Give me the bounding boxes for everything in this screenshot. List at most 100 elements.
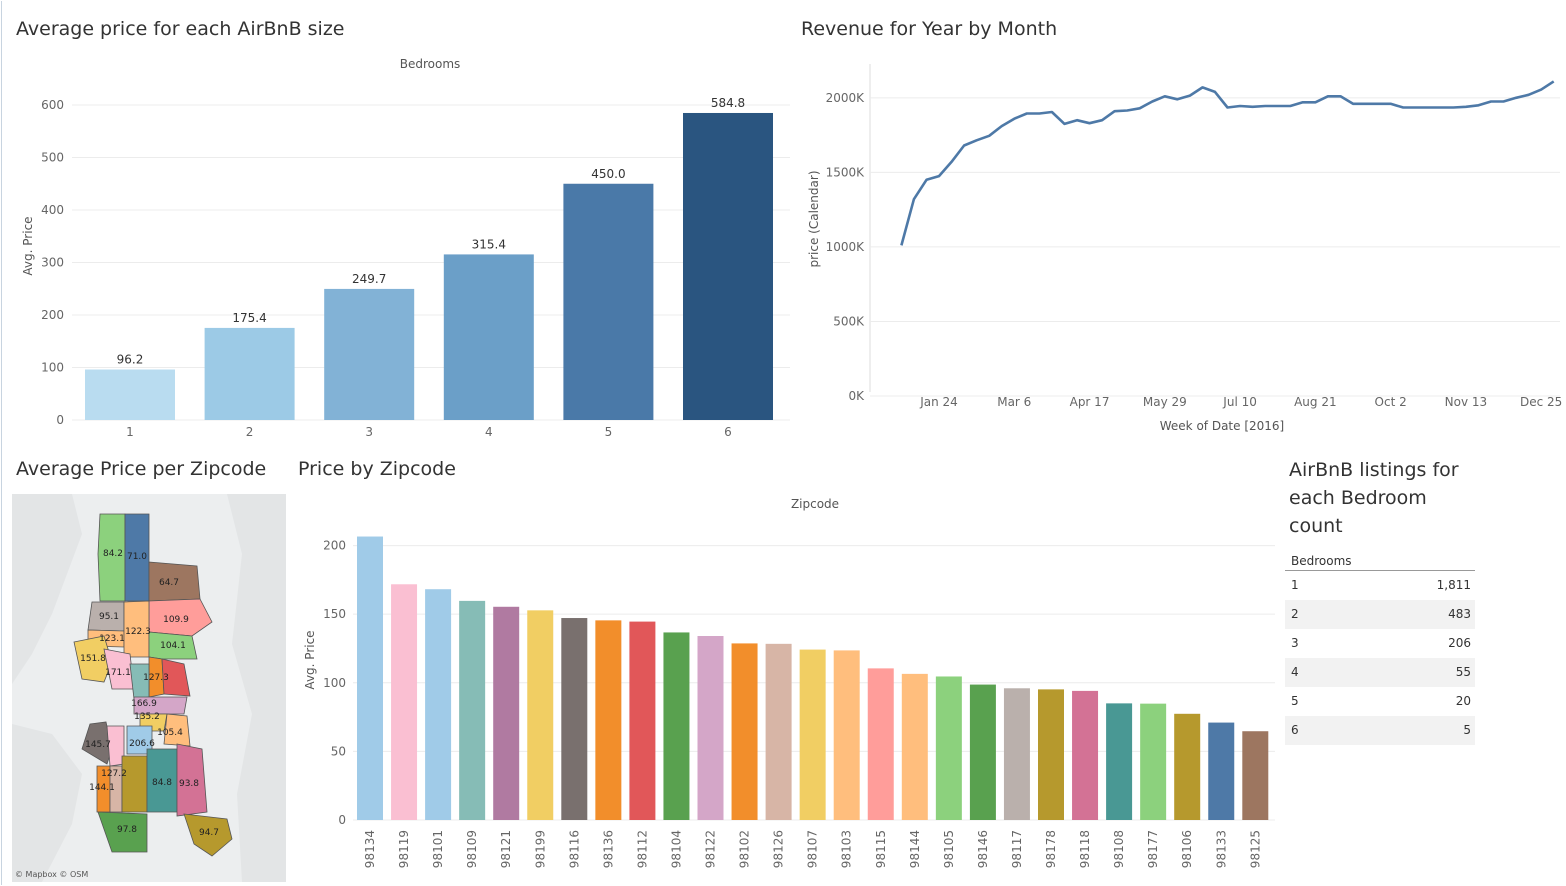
zip-region[interactable] <box>97 513 126 602</box>
listings-header: Bedrooms <box>1285 552 1475 571</box>
listings-title: AirBnB listings for each Bedroom count <box>1289 459 1459 537</box>
x-tick-label: Apr 17 <box>1070 395 1110 409</box>
listing-count-cell: 5 <box>1463 723 1471 737</box>
map-region-label: 135.2 <box>134 712 160 722</box>
bar-value-label: 315.4 <box>472 237 506 251</box>
y-tick-label: 200 <box>323 539 346 553</box>
x-tick-label: 98101 <box>431 830 445 868</box>
zip-region[interactable] <box>148 631 198 660</box>
bar <box>1003 688 1030 820</box>
x-tick-label: 98146 <box>976 830 990 868</box>
y-tick-label: 400 <box>41 203 64 217</box>
bar <box>561 618 588 820</box>
y-tick-label: 0 <box>56 413 64 427</box>
x-tick-label: 98116 <box>567 830 581 868</box>
zip-region[interactable] <box>161 658 191 697</box>
x-tick-label: 6 <box>724 425 732 439</box>
bar <box>867 668 894 820</box>
x-tick-label: 98112 <box>635 830 649 868</box>
x-tick-label: 98104 <box>669 830 683 868</box>
bar <box>527 610 554 820</box>
bar <box>204 327 295 420</box>
bar <box>1242 731 1269 820</box>
bedroom-count-cell: 1 <box>1291 578 1299 592</box>
bar <box>391 584 418 820</box>
map-region-label: 144.1 <box>89 783 115 793</box>
y-tick-label: 100 <box>323 676 346 690</box>
bar <box>799 649 826 820</box>
zip-region[interactable] <box>176 743 208 817</box>
map-region-label: 171.1 <box>105 668 131 678</box>
bar <box>969 684 996 820</box>
x-tick-label: 98122 <box>704 830 718 868</box>
table-row: 3 206 <box>1285 629 1475 658</box>
revenue-chart: 0K 500K 1000K 1500K 2000K Jan 24 Mar 6 Apr 17 Ma… <box>807 64 1562 433</box>
zip-region[interactable] <box>97 811 148 853</box>
y-axis-label: Avg. Price <box>21 216 35 275</box>
zip-region[interactable] <box>163 713 191 747</box>
x-tick-label: Oct 2 <box>1375 395 1407 409</box>
x-tick-label: 98115 <box>874 830 888 868</box>
y-tick-label: 1500K <box>826 165 866 179</box>
map-region-label: 84.8 <box>152 778 172 788</box>
map-region-label: 122.3 <box>125 627 151 637</box>
bar <box>324 288 415 420</box>
map-region-label: 93.8 <box>179 779 199 789</box>
x-tick-label: 98105 <box>942 830 956 868</box>
map-credit: © Mapbox © OSM <box>15 870 88 879</box>
bar <box>459 600 486 820</box>
x-tick-label: 98133 <box>1214 830 1228 868</box>
map-region-label: 97.8 <box>117 825 137 835</box>
x-tick-label: 98106 <box>1180 830 1194 868</box>
x-tick-label: 98199 <box>533 830 547 868</box>
zip-price-chart: Zipcode Avg. Price 0 50 100 150 200 98134 98119 9… <box>303 497 1275 868</box>
bar <box>595 620 622 820</box>
zip-region[interactable] <box>133 696 188 715</box>
zip-region[interactable] <box>73 635 113 683</box>
bar <box>731 643 758 820</box>
map-region-label: 64.7 <box>159 578 179 588</box>
bar <box>697 636 724 820</box>
y-tick-label: 300 <box>41 256 64 270</box>
y-tick-label: 500 <box>41 151 64 165</box>
x-tick-label: 98178 <box>1044 830 1058 868</box>
map-region-label: 166.9 <box>131 699 157 709</box>
bedrooms-header: Bedrooms <box>400 57 461 71</box>
listings-table: Bedrooms 1 1,811 2 483 3 206 4 55 5 20 6 5 <box>1285 552 1475 745</box>
table-row: 5 20 <box>1285 687 1475 716</box>
bar <box>425 589 452 820</box>
map-region-label: 84.2 <box>103 549 123 559</box>
bar-value-label: 584.8 <box>711 96 745 110</box>
table-row: 4 55 <box>1285 658 1475 687</box>
x-tick-label: 3 <box>365 425 373 439</box>
zip-region[interactable] <box>183 813 233 857</box>
bedroom-count-cell: 3 <box>1291 636 1299 650</box>
x-tick-label: 98126 <box>772 830 786 868</box>
map-region-label: 206.6 <box>129 739 155 749</box>
map-region-label: 94.7 <box>199 828 219 838</box>
bar <box>1208 722 1235 820</box>
y-tick-label: 150 <box>323 607 346 621</box>
bar <box>663 632 690 820</box>
zip-region[interactable] <box>121 755 148 813</box>
listing-count-cell: 1,811 <box>1436 578 1471 592</box>
bar <box>1072 690 1099 820</box>
y-tick-label: 2000K <box>826 91 866 105</box>
map-region-label: 95.1 <box>99 612 119 622</box>
bar-value-label: 450.0 <box>591 167 625 181</box>
x-tick-label: 98177 <box>1146 830 1160 868</box>
x-tick-label: 98103 <box>840 830 854 868</box>
x-tick-label: 98119 <box>397 830 411 868</box>
listing-count-cell: 206 <box>1448 636 1471 650</box>
x-tick-label: Dec 25 <box>1520 395 1562 409</box>
listing-count-cell: 55 <box>1455 665 1471 679</box>
map-region-label: 105.4 <box>157 728 183 738</box>
x-tick-label: Nov 13 <box>1445 395 1488 409</box>
x-tick-label: 4 <box>485 425 493 439</box>
bar <box>1174 713 1201 820</box>
x-tick-label: Jan 24 <box>919 395 958 409</box>
y-tick-label: 50 <box>331 744 346 758</box>
bedroom-count-cell: 6 <box>1291 723 1299 737</box>
bedroom-count-cell: 5 <box>1291 694 1299 708</box>
